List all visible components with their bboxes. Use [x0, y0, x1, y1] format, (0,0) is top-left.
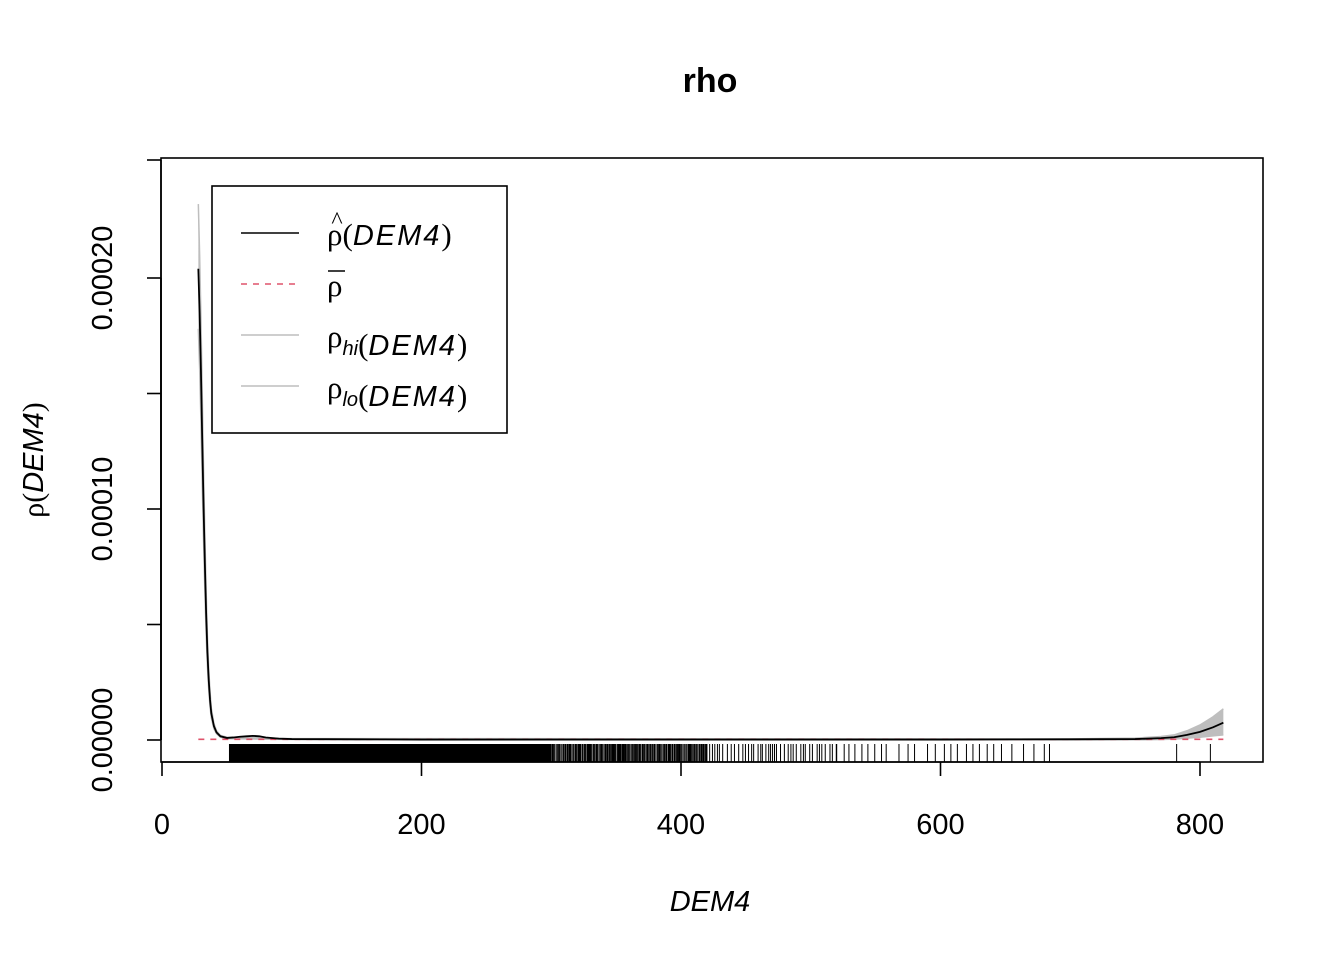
y-axis-label-greek: ρ — [17, 503, 50, 518]
x-axis: 0 200 400 600 800 — [154, 761, 1224, 841]
series-rho-hat — [197, 268, 1224, 741]
y-tick-label: 0.00020 — [87, 226, 119, 331]
series-layer — [197, 204, 1224, 741]
y-axis-label: ρ(DEM4) — [17, 402, 50, 518]
y-axis-label-var: DEM4 — [18, 412, 50, 493]
legend-label-2: ρhi(DEM4) — [327, 319, 467, 362]
y-axis-label-close: ) — [17, 402, 50, 412]
legend-box — [211, 185, 508, 434]
svg-text:ρ(DEM4): ρ(DEM4) — [17, 402, 50, 518]
x-axis-label: DEM4 — [670, 886, 751, 918]
legend: ρ(DEM4)^ ρ ρhi(DEM4) ρlo(DEM4) — [211, 185, 508, 434]
rug-ticks — [228, 744, 1211, 762]
legend-label-0: ρ(DEM4) — [327, 217, 452, 252]
rug-marks — [228, 744, 1211, 762]
x-tick-label: 400 — [657, 809, 705, 841]
x-tick-label: 600 — [916, 809, 964, 841]
y-tick-label: 0.00000 — [87, 688, 119, 793]
chart-title: rho — [683, 62, 738, 100]
legend-label-1: ρ — [327, 268, 342, 303]
legend-hat-accent: ^ — [331, 208, 342, 234]
x-tick-label: 0 — [154, 809, 170, 841]
legend-label-3: ρlo(DEM4) — [327, 370, 467, 413]
y-axis-label-open: ( — [17, 493, 50, 503]
y-axis: 0.00000 0.00010 0.00020 — [87, 159, 162, 793]
x-tick-label: 200 — [397, 809, 445, 841]
y-tick-label: 0.00010 — [87, 457, 119, 562]
x-tick-label: 800 — [1176, 809, 1224, 841]
